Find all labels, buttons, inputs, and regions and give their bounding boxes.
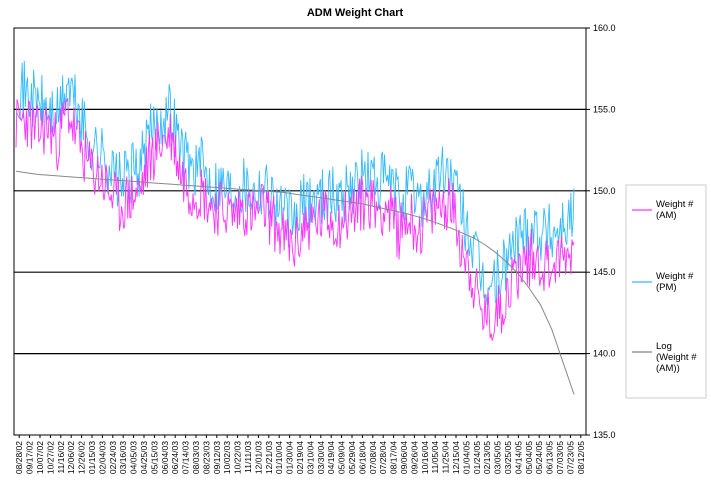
x-tick-label: 02/13/05 <box>482 441 492 474</box>
x-tick-label: 07/28/04 <box>378 441 388 474</box>
series-line-pm <box>15 60 575 305</box>
legend-box <box>625 184 707 399</box>
x-tick-label: 11/05/04 <box>430 441 440 474</box>
x-tick-label: 02/04/03 <box>97 441 107 474</box>
x-tick-label: 09/26/04 <box>409 441 419 474</box>
legend-label: Log (Weight # (AM)) <box>656 341 697 374</box>
x-tick-label: 12/26/02 <box>77 441 87 474</box>
x-tick-label: 07/23/05 <box>565 441 575 474</box>
x-tick-label: 10/16/04 <box>420 441 430 474</box>
x-tick-label: 08/17/04 <box>389 441 399 474</box>
y-tick-label: 140.0 <box>593 349 616 359</box>
x-tick-label: 06/24/03 <box>170 441 180 474</box>
legend: Weight # (AM) Weight # (PM) Log (Weight # (AM)… <box>632 199 697 374</box>
x-tick-label: 12/01/03 <box>253 441 263 474</box>
x-tick-label: 01/15/03 <box>87 441 97 474</box>
legend-label: Weight # (AM) <box>656 199 694 221</box>
x-tick-label: 01/10/04 <box>274 441 284 474</box>
x-tick-label: 04/14/05 <box>513 441 523 474</box>
plot-area <box>13 27 587 436</box>
grid-lines <box>14 108 586 355</box>
x-tick-label: 07/03/05 <box>555 441 565 474</box>
x-tick-label: 08/12/05 <box>576 441 586 474</box>
x-tick-label: 11/25/04 <box>441 441 451 474</box>
series-layer <box>15 60 575 395</box>
x-tick-label: 03/16/03 <box>118 441 128 474</box>
x-tick-label: 06/13/05 <box>545 441 555 474</box>
x-tick-label: 05/29/04 <box>347 441 357 474</box>
y-tick-label: 155.0 <box>593 104 616 114</box>
x-tick-label: 07/08/04 <box>368 441 378 474</box>
x-tick-label: 02/24/03 <box>108 441 118 474</box>
y-tick-label: 160.0 <box>593 23 616 33</box>
x-tick-label: 11/11/03 <box>243 441 253 473</box>
x-tick-label: 01/04/05 <box>461 441 471 474</box>
x-tick-label: 12/15/04 <box>451 441 461 474</box>
x-tick-label: 05/04/05 <box>524 441 534 474</box>
x-tick-label: 03/05/05 <box>493 441 503 474</box>
y-tick-label: 150.0 <box>593 186 616 196</box>
x-tick-label: 06/04/03 <box>160 441 170 474</box>
x-tick-label: 10/07/02 <box>35 441 45 474</box>
x-tick-label: 03/30/04 <box>316 441 326 474</box>
x-tick-label: 07/14/03 <box>181 441 191 474</box>
x-tick-label: 09/06/04 <box>399 441 409 474</box>
x-tick-label: 06/18/04 <box>357 441 367 474</box>
x-tick-label: 08/28/02 <box>14 441 24 474</box>
y-tick-label: 135.0 <box>593 430 616 440</box>
x-tick-label: 01/24/05 <box>472 441 482 474</box>
x-axis-ticks: 08/28/02 09/17/02 10/07/02 10/27/02 11/16/02… <box>14 435 586 474</box>
x-tick-label: 03/10/04 <box>305 441 315 474</box>
x-tick-label: 08/03/03 <box>191 441 201 474</box>
y-tick-label: 145.0 <box>593 267 616 277</box>
x-tick-label: 10/27/02 <box>45 441 55 474</box>
x-tick-label: 09/17/02 <box>25 441 35 474</box>
chart-title: ADM Weight Chart <box>307 7 404 19</box>
x-tick-label: 08/23/03 <box>201 441 211 474</box>
x-tick-label: 01/30/04 <box>285 441 295 474</box>
x-tick-label: 11/16/02 <box>56 441 66 474</box>
x-tick-label: 10/22/03 <box>233 441 243 474</box>
x-tick-label: 04/25/03 <box>139 441 149 474</box>
legend-label: Weight # (PM) <box>656 271 694 293</box>
x-tick-label: 12/06/02 <box>66 441 76 474</box>
y-axis-ticks: 135.0 140.0 145.0 150.0 155.0 160.0 <box>586 23 616 440</box>
series-line-log <box>15 170 575 395</box>
x-tick-label: 05/09/04 <box>337 441 347 474</box>
x-tick-label: 05/24/05 <box>534 441 544 474</box>
x-tick-label: 03/25/05 <box>503 441 513 474</box>
x-tick-label: 02/19/04 <box>295 441 305 474</box>
x-tick-label: 12/21/03 <box>264 441 274 474</box>
x-tick-label: 05/15/03 <box>149 441 159 474</box>
x-tick-label: 09/12/03 <box>212 441 222 474</box>
series-line-am <box>15 97 575 341</box>
x-tick-label: 04/05/03 <box>129 441 139 474</box>
x-tick-label: 04/19/04 <box>326 441 336 474</box>
x-tick-label: 10/02/03 <box>222 441 232 474</box>
